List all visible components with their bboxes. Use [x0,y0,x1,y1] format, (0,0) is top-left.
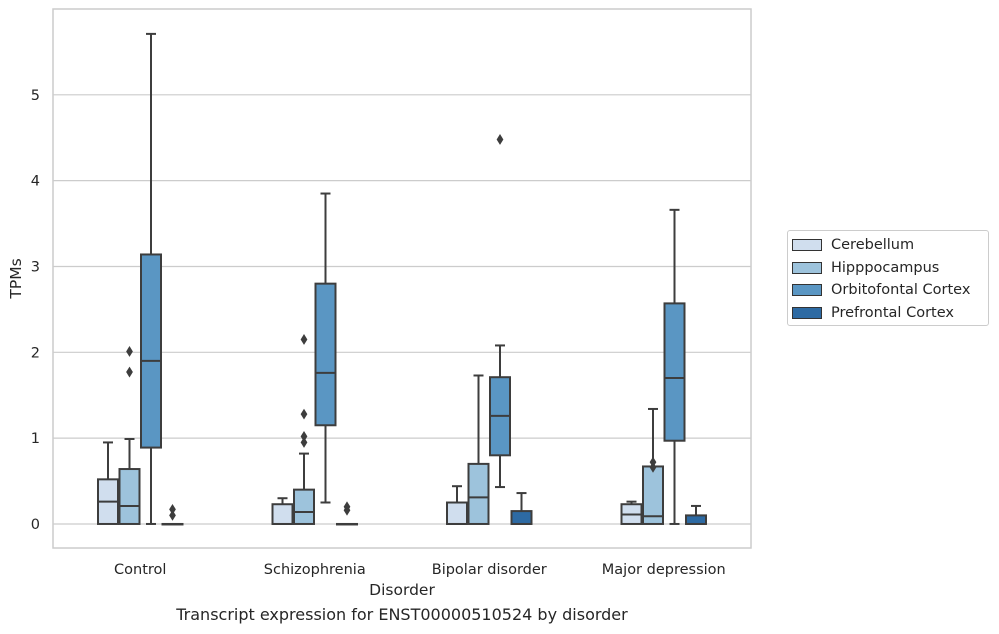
outlier-point [300,431,308,442]
plot-frame [52,8,752,549]
legend-label: Cerebellum [831,237,915,253]
x-tick-label: Control [114,562,166,578]
legend-swatch [792,284,822,296]
box-cerebellum [620,500,643,525]
outlier-point [126,346,133,357]
box-prefrontal-cortex [510,492,533,525]
box-prefrontal-cortex [685,504,707,525]
legend-label: Orbitofontal Cortex [831,282,971,298]
y-tick-label: 0 [31,517,40,533]
box-body [118,468,141,525]
y-tick-label: 4 [31,174,40,190]
box-hipppocampus [467,374,490,525]
y-tick-label: 1 [31,431,40,447]
box-body [446,501,468,525]
legend-label: Prefrontal Cortex [831,304,954,321]
box-prefrontal-cortex [161,503,184,526]
legend-item: Hipppocampus [792,258,939,278]
outlier-point [126,366,133,378]
outlier-point [300,334,308,345]
box-body [314,282,337,427]
box-hipppocampus [293,334,315,525]
box-body [293,488,315,525]
y-tick-label: 5 [31,88,40,104]
box-hipppocampus [118,346,141,525]
outlier-point [300,408,308,420]
box-cerebellum [97,441,119,525]
legend-swatch [792,306,822,319]
box-body [467,462,490,525]
x-tick-label: Major depression [602,562,726,578]
box-cerebellum [446,485,468,525]
box-prefrontal-cortex [336,501,358,526]
x-tick-label: Schizophrenia [264,562,366,578]
outlier-point [649,456,657,468]
x-axis-label: Disorder [369,581,435,599]
legend: Cerebellum Hipppocampus Orbitofontal Corte… [787,230,989,326]
legend-item: Prefrontal Cortex [792,303,954,323]
box-orbitofontal-cortex [489,134,511,489]
legend-item: Orbitofontal Cortex [792,280,970,300]
y-tick-label: 2 [31,345,40,361]
outlier-point [169,509,176,521]
plot-area [53,9,751,548]
box-hipppocampus [642,407,664,525]
box-orbitofontal-cortex [140,32,162,525]
outlier-point [300,437,308,448]
box-cerebellum [271,497,294,525]
outlier-point [343,501,351,513]
legend-label: Hipppocampus [831,259,940,276]
box-orbitofontal-cortex [314,192,337,504]
box-body [510,510,533,525]
outlier-point [169,503,176,515]
y-tick-label: 3 [31,259,40,275]
box-body [271,503,294,525]
box-orbitofontal-cortex [663,208,686,525]
chart-caption: Transcript expression for ENST0000051052… [176,605,628,624]
box-body [685,514,707,525]
box-body [663,302,686,442]
outlier-point [496,134,504,145]
legend-swatch [792,239,822,251]
x-tick-label: Bipolar disorder [432,562,547,578]
legend-swatch [792,261,822,274]
box-body [140,253,162,449]
y-axis-label: TPMs [7,258,25,299]
legend-item: Cerebellum [792,235,914,255]
